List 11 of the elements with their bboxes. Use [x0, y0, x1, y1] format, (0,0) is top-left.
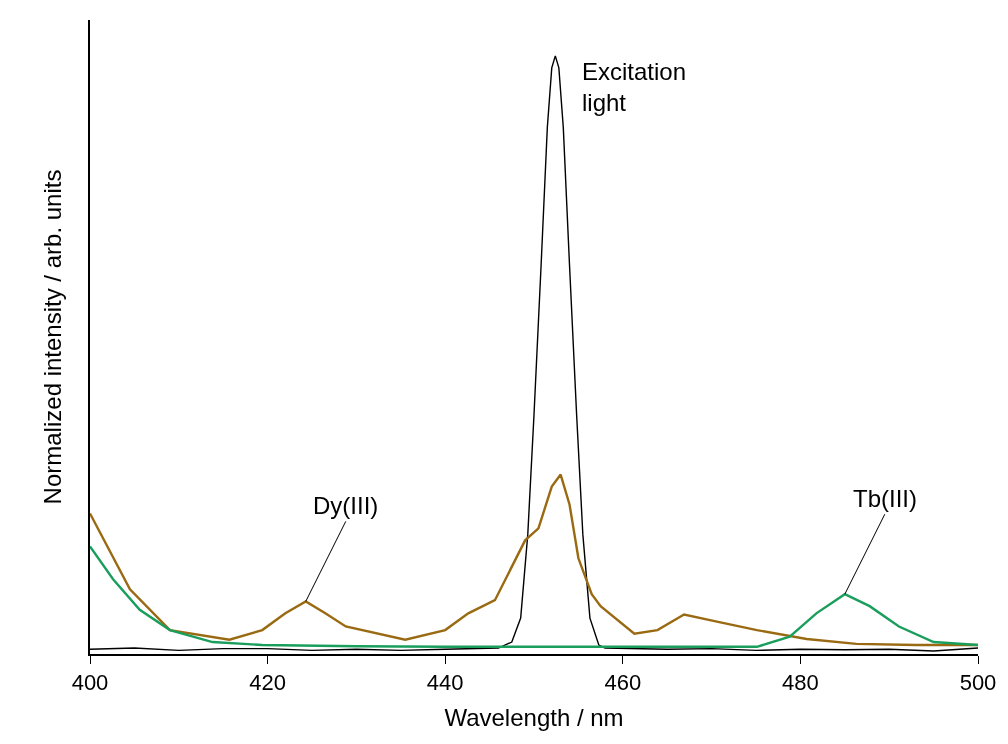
- annotation: Excitation light: [582, 58, 687, 117]
- x-axis-title: Wavelength / nm: [444, 703, 624, 731]
- x-tick-label: 500: [959, 670, 997, 696]
- x-tick-label: 460: [604, 670, 642, 696]
- x-tick-label: 420: [249, 670, 286, 696]
- annotation: Dy(III): [313, 492, 379, 519]
- annotation: Tb(III): [853, 485, 917, 512]
- x-tick-label: 440: [426, 670, 464, 696]
- x-tick-label: 400: [71, 670, 109, 696]
- y-axis-title: Normalized intensity / arb. units: [38, 169, 66, 505]
- x-tick-label: 480: [782, 670, 819, 696]
